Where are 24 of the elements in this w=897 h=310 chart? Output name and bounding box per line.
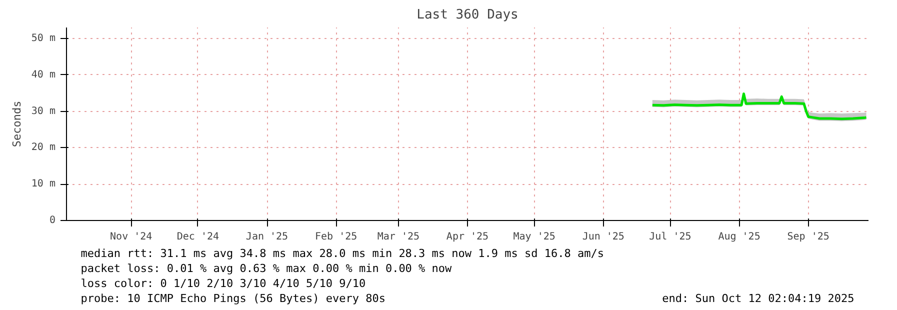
x-tick-label: Mar '25 [377,232,420,242]
x-tick-label: Aug '25 [718,232,760,242]
x-tick-label: Feb '25 [314,232,358,242]
x-tick-label: Nov '24 [110,232,152,242]
x-tick-label: Dec '24 [176,232,220,242]
x-tick-label: Jun '25 [582,232,624,242]
y-tick-label: 30 m [31,106,56,117]
text: end: Sun Oct 12 02:04:19 2025 [662,292,854,305]
y-axis-title: Seconds [10,100,24,148]
text: probe: 10 ICMP Echo Pings (56 Bytes) every 80s [80,292,386,305]
chart-title: Last 360 Days [416,8,518,22]
y-tick-label: 50 m [31,32,56,44]
y-tick-label: 0 [49,215,56,226]
y-tick-label: 40 m [31,69,56,80]
x-tick-label: Apr '25 [446,232,489,242]
text: median rtt: 31.1 ms avg 34.8 ms max 28.0 ms min 28.3 ms now 1.9 ms sd 16.8 am/s [80,247,604,260]
x-tick-label: Jul '25 [649,232,692,242]
x-tick-label: May '25 [513,232,556,242]
text: loss color: 0 1/10 2/10 3/10 4/10 5/10 9/10 [80,277,366,290]
text: packet loss: 0.01 % avg 0.63 % max 0.00 % min 0.00 % now [80,262,452,275]
y-tick-label: 20 m [31,142,56,154]
x-tick-label: Sep '25 [787,232,830,242]
y-tick-label: 10 m [31,178,56,190]
x-tick-label: Jan '25 [246,232,288,242]
